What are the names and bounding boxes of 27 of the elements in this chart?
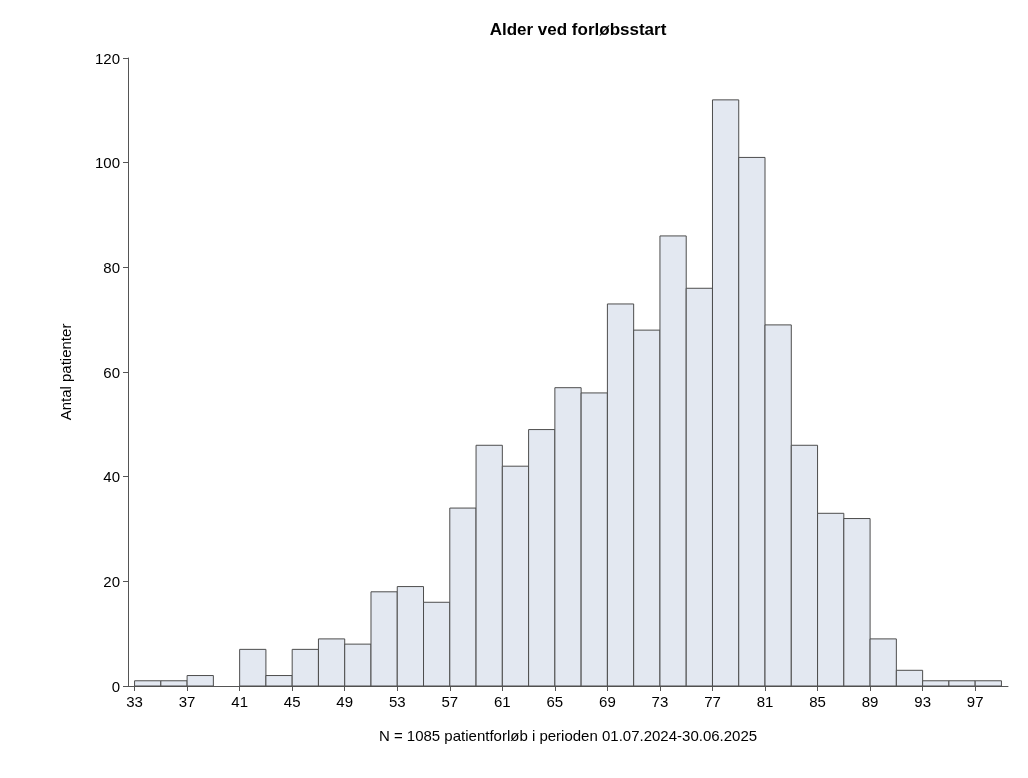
x-tick-label: 85 xyxy=(809,693,826,710)
y-tick-label: 40 xyxy=(103,468,120,486)
y-axis-title: Antal patienter xyxy=(57,323,74,421)
chart-title: Alder ved forløbsstart xyxy=(489,20,667,39)
x-tick-label: 77 xyxy=(704,693,721,710)
x-tick-label: 33 xyxy=(126,693,143,710)
x-tick-label: 89 xyxy=(861,693,879,710)
x-tick-label: 81 xyxy=(756,693,774,710)
y-tick-label: 100 xyxy=(94,154,120,172)
x-tick-label: 93 xyxy=(914,693,931,710)
x-tick-label: 45 xyxy=(283,693,301,710)
x-tick-label: 61 xyxy=(493,693,511,710)
y-tick-label: 60 xyxy=(103,363,120,381)
x-tick-label: 73 xyxy=(651,693,669,710)
x-tick-label: 97 xyxy=(966,693,984,710)
x-tick-label: 37 xyxy=(178,693,196,710)
x-tick-label: 69 xyxy=(599,693,616,710)
y-tick-label: 20 xyxy=(103,572,120,590)
x-tick-label: 57 xyxy=(441,693,459,710)
x-axis-title: N = 1085 patientforløb i perioden 01.07.2024-30.06.2025 xyxy=(378,727,758,744)
y-tick-label: 120 xyxy=(94,49,120,67)
y-tick-label: 80 xyxy=(103,258,120,276)
x-tick-label: 49 xyxy=(336,693,354,710)
x-tick-label: 53 xyxy=(388,693,406,710)
y-tick-label: 0 xyxy=(111,677,120,695)
x-tick-label: 41 xyxy=(231,693,248,710)
x-tick-label: 65 xyxy=(546,693,564,710)
